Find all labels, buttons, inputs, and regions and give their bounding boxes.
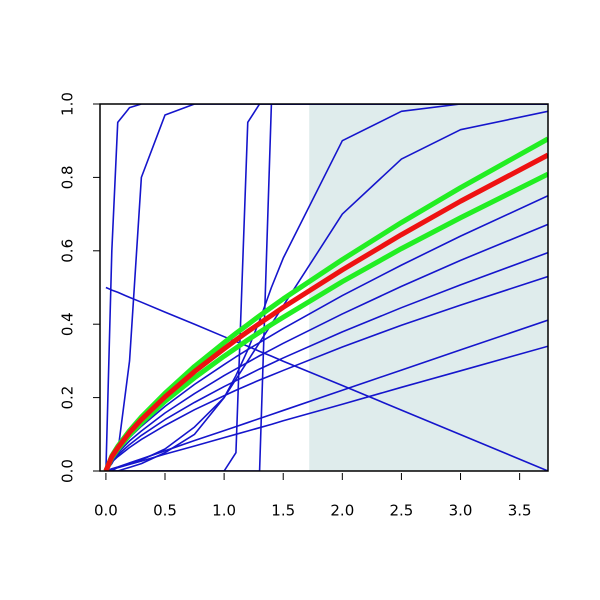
x-tick-label: 3.5 — [508, 502, 532, 520]
data-line — [103, 152, 548, 471]
data-line — [105, 275, 548, 471]
x-tick-label: 0.5 — [153, 502, 177, 520]
y-tick-label: 0.2 — [59, 386, 77, 410]
data-line — [105, 104, 548, 471]
data-line — [105, 110, 548, 471]
plot-frame — [99, 103, 549, 472]
data-line — [105, 104, 548, 471]
y-tick-label: 0.0 — [59, 459, 77, 483]
x-tick-label: 2.0 — [330, 502, 354, 520]
plot-area — [103, 104, 548, 471]
y-tick-label: 0.8 — [59, 165, 77, 189]
shaded-region — [309, 104, 548, 471]
x-tick-label: 1.0 — [212, 502, 236, 520]
y-tick-label: 1.0 — [59, 92, 77, 116]
data-line — [105, 104, 548, 471]
data-line — [105, 223, 548, 471]
x-tick-label: 1.5 — [271, 502, 295, 520]
y-tick-label: 0.6 — [59, 239, 77, 263]
x-tick-label: 0.0 — [94, 502, 118, 520]
x-tick-label: 2.5 — [389, 502, 413, 520]
data-line — [105, 104, 548, 471]
y-tick-label: 0.4 — [59, 312, 77, 336]
x-tick-label: 3.0 — [449, 502, 473, 520]
